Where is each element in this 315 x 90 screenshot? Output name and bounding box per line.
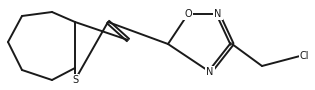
Text: O: O [184,9,192,19]
Text: N: N [206,67,214,77]
Text: S: S [72,75,78,85]
Text: Cl: Cl [300,51,310,61]
Text: N: N [214,9,222,19]
